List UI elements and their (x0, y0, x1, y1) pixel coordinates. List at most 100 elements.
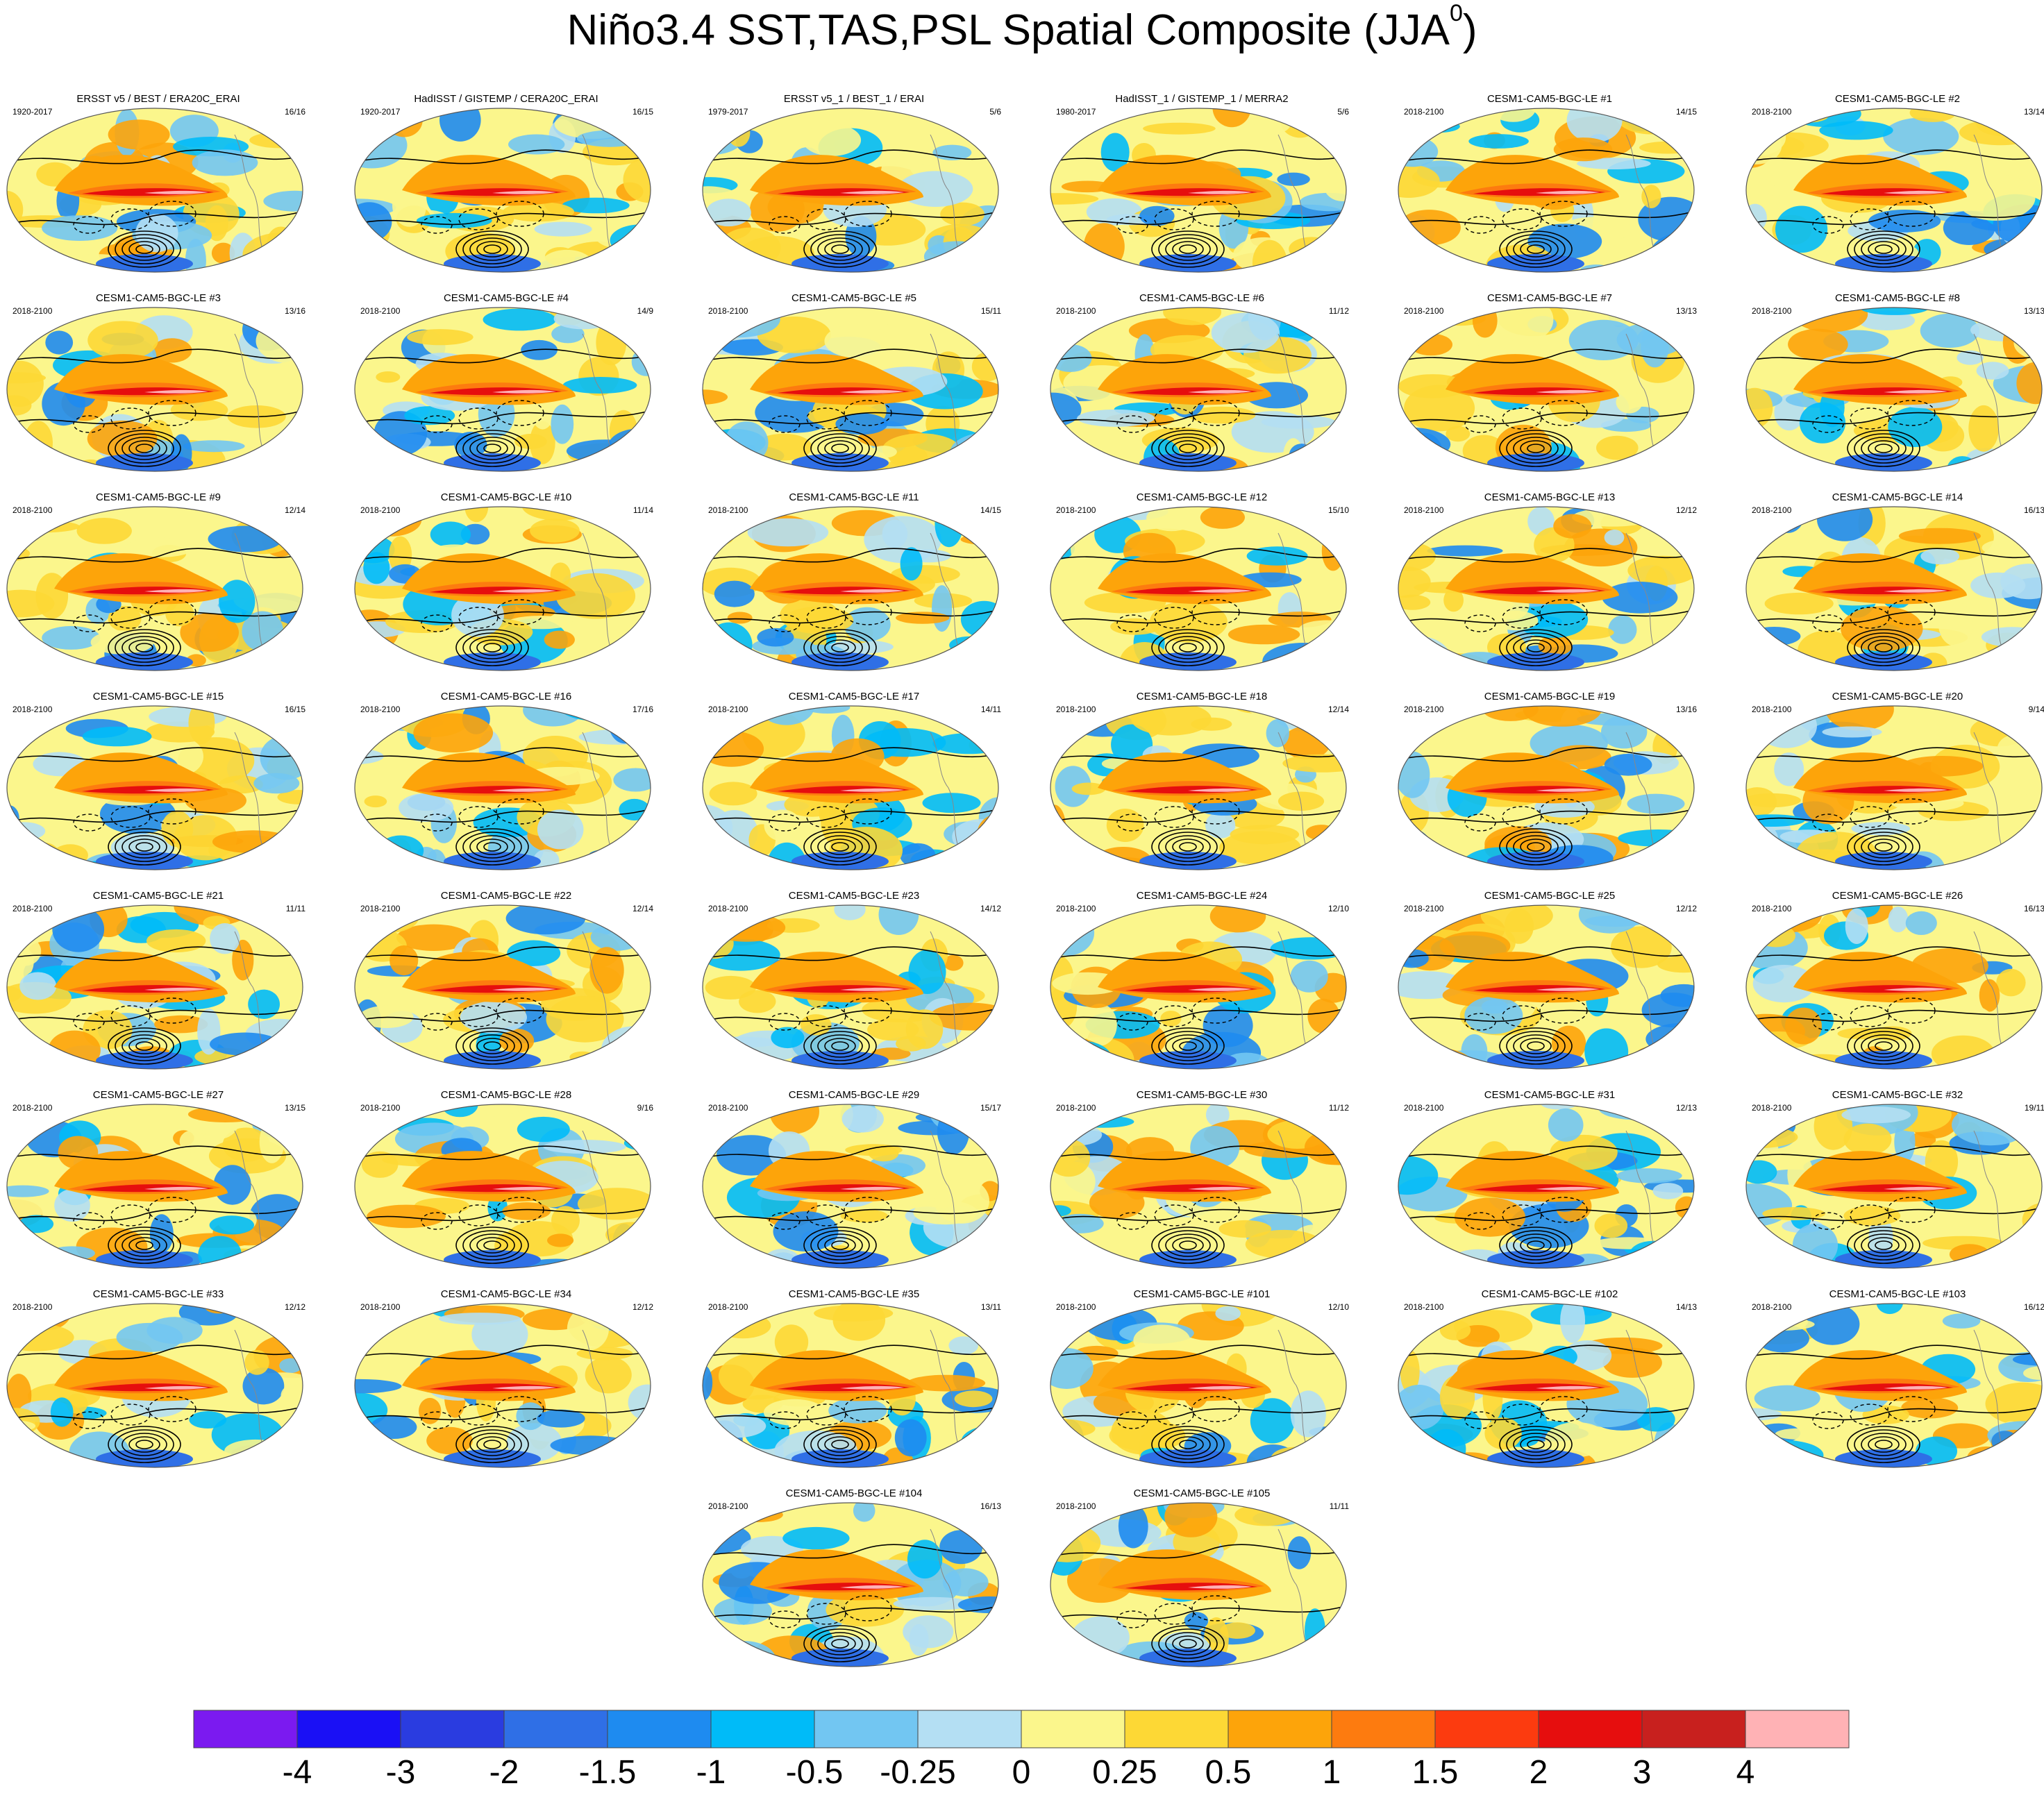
anomaly-patch (703, 108, 753, 128)
psl-contour-line (703, 946, 998, 961)
anomaly-patch (707, 913, 786, 942)
anomaly-patch (1756, 924, 1795, 947)
anomaly-patch (364, 795, 387, 808)
anomaly-patch (1762, 905, 1786, 918)
anomaly-patch (7, 822, 46, 841)
anomaly-patch (705, 199, 751, 227)
psl-contour-negative (806, 208, 846, 230)
map-outline (1398, 506, 1695, 671)
psl-contour-positive (115, 632, 174, 663)
anomaly-patch (894, 1419, 927, 1457)
anomaly-patch (2020, 915, 2041, 951)
anomaly-patch (1464, 996, 1523, 1034)
anomaly-patch (1746, 387, 1773, 428)
psl-contour-line (1398, 1145, 1694, 1161)
anomaly-patch (1205, 811, 1236, 838)
psl-contour-positive (1527, 1440, 1545, 1449)
anomaly-patch (288, 457, 303, 471)
anomaly-patch (7, 1185, 49, 1197)
map-svg (6, 307, 303, 472)
anomaly-patch (259, 1120, 285, 1163)
psl-contour-line (1746, 747, 2042, 762)
anomaly-patch (1324, 171, 1346, 202)
panel-count: 13/11 (980, 1302, 1001, 1312)
anomaly-patch (954, 647, 998, 671)
psl-contour-positive (1506, 832, 1566, 862)
map-field (703, 507, 998, 671)
colorbar-tick-label: 0.25 (1092, 1754, 1157, 1791)
anomaly-patch (771, 1027, 805, 1049)
figure-title-text: Niño3.4 SST,TAS,PSL Spatial Composite (J… (567, 6, 1450, 54)
anomaly-patch (534, 221, 592, 237)
psl-contour-line (1746, 609, 2042, 624)
warm-tongue-peak (1536, 1186, 1600, 1190)
psl-contour-positive (1875, 444, 1893, 453)
anomaly-patch (1938, 601, 1973, 647)
warm-tongue-peak (1884, 788, 1947, 792)
anomaly-patch (1146, 507, 1197, 532)
psl-contour-positive (1499, 230, 1573, 268)
anomaly-patch (949, 636, 991, 655)
psl-contour-negative (1850, 607, 1890, 629)
psl-contour-positive (1165, 1233, 1211, 1257)
panel-period: 2018-2100 (1404, 505, 1444, 515)
psl-contour-negative (1502, 407, 1542, 430)
psl-contour-positive (1520, 440, 1552, 457)
anomaly-patch (42, 625, 101, 650)
panel-title: CESM1-CAM5-BGC-LE #101 (1133, 1288, 1271, 1300)
anomaly-patch (739, 990, 776, 1013)
panel-count: 5/6 (1337, 107, 1349, 117)
anomaly-patch (714, 580, 755, 607)
anomaly-patch (585, 1356, 632, 1394)
anomaly-patch (1200, 507, 1245, 529)
anomaly-patch (1118, 1504, 1148, 1549)
psl-contour-positive (462, 1031, 522, 1061)
anomaly-patch (537, 1409, 585, 1428)
panel-count: 12/14 (632, 904, 653, 913)
panel-period: 2018-2100 (360, 306, 401, 316)
anomaly-patch (460, 1001, 527, 1034)
anomaly-patch (1632, 507, 1692, 525)
panel-period: 2018-2100 (1056, 306, 1096, 316)
warm-tongue-peak (1884, 1385, 1947, 1390)
panel-count: 14/15 (1675, 107, 1697, 117)
anomaly-patch (1905, 911, 1937, 935)
map-panel: CESM1-CAM5-BGC-LE #8 2018-2100 13/13 (1745, 289, 2044, 477)
anomaly-patch (1883, 117, 1959, 155)
anomaly-patch (1657, 956, 1694, 973)
anomaly-patch (922, 793, 981, 814)
coastline (1278, 134, 1308, 253)
anomaly-patch (1746, 1437, 1785, 1467)
anomaly-patch (8, 507, 86, 520)
map-outline (354, 1303, 651, 1468)
map-outline (354, 1104, 651, 1269)
coastline (1973, 333, 2004, 453)
anomaly-patch (438, 1313, 521, 1325)
map-panel: ERSST v5_1 / BEST_1 / ERAI 1979-2017 5/6 (701, 90, 1007, 278)
map-panel: CESM1-CAM5-BGC-LE #20 2018-2100 9/14 (1745, 688, 2044, 875)
panel-period: 2018-2100 (1752, 505, 1792, 515)
anomaly-patch (180, 613, 239, 652)
panel-count: 14/11 (980, 705, 1001, 714)
psl-contour-positive (135, 244, 153, 254)
anomaly-patch (553, 307, 612, 330)
anomaly-patch (763, 1399, 826, 1426)
panel-title: CESM1-CAM5-BGC-LE #105 (1133, 1488, 1271, 1499)
anomaly-patch (1541, 1104, 1577, 1110)
psl-contour-negative (110, 1404, 151, 1426)
psl-contour-line (1398, 210, 1694, 226)
anomaly-patch (1130, 706, 1212, 736)
anomaly-patch (1936, 507, 2018, 512)
psl-contour-positive (115, 1429, 174, 1460)
psl-contour-line (1746, 946, 2042, 961)
psl-contour-line (1050, 747, 1346, 762)
anomaly-patch (146, 1317, 203, 1345)
warm-tongue-peak (840, 389, 904, 394)
anomaly-patch (517, 1116, 570, 1143)
psl-contour-positive (1854, 234, 1913, 264)
psl-contour-line (355, 609, 651, 624)
anomaly-patch (530, 519, 580, 543)
anomaly-patch (1050, 193, 1099, 205)
anomaly-patch (125, 537, 195, 557)
map-svg (1745, 506, 2043, 671)
